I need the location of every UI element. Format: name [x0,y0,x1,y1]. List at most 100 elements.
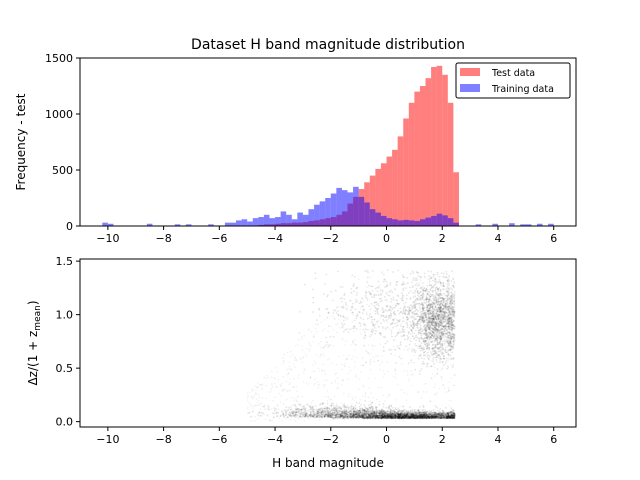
scatter-point [371,408,374,411]
scatter-point [418,283,421,286]
scatter-point [326,414,329,417]
scatter-point [448,415,450,417]
scatter-point [407,417,409,420]
scatter-point [423,415,426,417]
scatter-point [425,411,427,414]
scatter-point [360,414,363,416]
scatter-point [405,412,408,414]
scatter-point [363,417,366,420]
hist-bar [252,218,259,226]
scatter-point [453,415,456,418]
scatter-point [448,416,451,419]
scatter-point [386,409,389,412]
scatter-point [429,413,432,415]
scatter-point [420,368,423,370]
scatter-point [401,410,403,413]
scatter-point [389,415,392,418]
scatter-point [374,413,377,416]
scatter-point [445,417,448,419]
scatter-point [402,416,405,419]
scatter-point [434,417,436,419]
scatter-point [419,411,421,414]
scatter-point [414,413,416,416]
scatter-point [331,412,334,414]
scatter-point [348,414,351,417]
scatter-point [442,416,445,419]
x-tick-label: −10 [96,232,119,245]
scatter-point [427,342,430,344]
scatter-point [385,411,387,414]
scatter-point [402,316,404,319]
scatter-point [420,417,423,419]
scatter-point [447,314,450,316]
scatter-point [444,318,446,321]
scatter-point [346,417,349,420]
scatter-point [367,414,370,416]
scatter-point [402,417,405,420]
hist-bar [369,175,376,226]
scatter-point [398,416,401,419]
scatter-point [437,412,440,415]
hist-bars [102,65,554,227]
scatter-point [420,357,423,359]
scatter-point [428,278,430,281]
scatter-point [386,415,389,417]
scatter-point [424,416,426,419]
scatter-point [449,414,452,417]
scatter-point [441,415,444,418]
scatter-point [415,416,418,418]
scatter-point [414,343,416,345]
scatter-point [407,415,409,417]
scatter-point [393,417,396,420]
scatter-point [451,412,453,415]
scatter-point [450,292,453,295]
scatter-point [428,414,431,417]
scatter-point [333,416,336,418]
scatter-point [352,406,355,408]
scatter-point [429,355,431,358]
scatter-point [428,417,431,420]
scatter-point [375,409,378,411]
scatter-point [305,414,307,417]
scatter-point [436,409,439,412]
scatter-point [435,416,437,419]
scatter-point [443,415,446,418]
scatter-point [429,412,432,415]
scatter-point [392,417,395,419]
scatter-point [343,414,346,417]
scatter-point [417,417,419,419]
scatter-point [426,410,429,413]
scatter-point [330,398,332,401]
scatter-point [443,411,446,414]
scatter-point [438,414,441,417]
scatter-point [350,407,353,409]
scatter-point [342,411,345,413]
hist-bar [408,220,415,226]
scatter-point [418,414,421,416]
scatter-point [419,324,422,327]
scatter-point [382,403,385,405]
scatter-point [409,417,412,419]
scatter-point [416,415,419,417]
legend-label-training: Training data [491,84,554,95]
scatter-point [300,408,303,411]
scatter-point [387,417,390,420]
scatter-point [285,410,288,413]
scatter-point [436,368,439,370]
scatter-point [403,416,405,419]
scatter-point [390,416,392,418]
scatter-point [414,413,417,416]
scatter-point [427,412,430,415]
scatter-point [409,417,411,420]
scatter-point [436,372,439,375]
hist-bar [230,222,237,226]
hist-bar [425,78,432,226]
scatter-point [368,413,370,416]
scatter-point [295,408,298,411]
scatter-point [408,327,411,329]
scatter-point [453,414,456,417]
scatter-point [409,290,412,292]
scatter-point [443,417,446,419]
scatter-point [370,405,373,408]
scatter-point [394,413,397,416]
